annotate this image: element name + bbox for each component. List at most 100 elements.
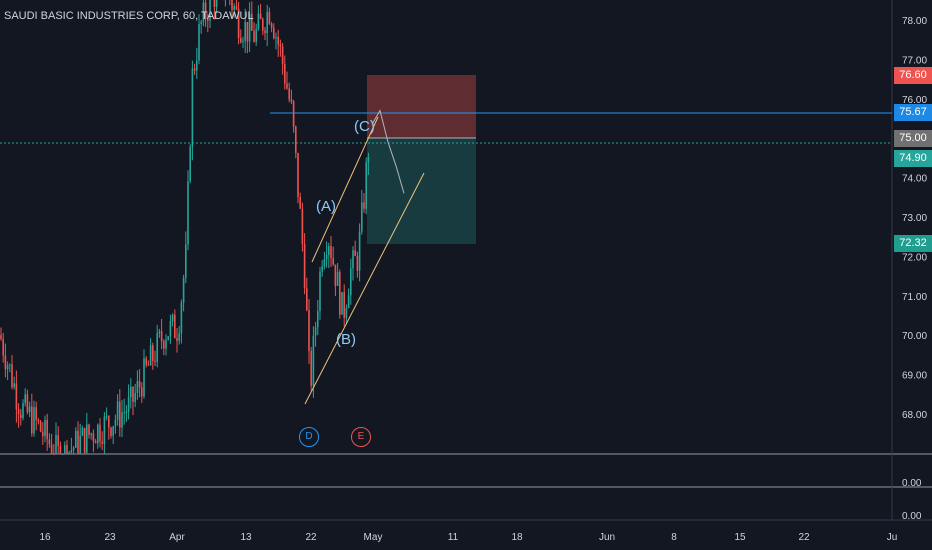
price-tick-label: 78.00: [902, 16, 927, 27]
candle-body: [193, 68, 196, 71]
candle-body: [213, 0, 216, 7]
candle-body: [178, 333, 180, 341]
candle-body: [42, 431, 44, 437]
wave-label-a[interactable]: (A): [316, 198, 336, 215]
candle-body: [154, 360, 156, 362]
candle-body: [233, 6, 235, 10]
candle-body: [319, 271, 321, 312]
candle-body: [70, 449, 73, 453]
candle-body: [90, 433, 92, 435]
candle-body: [323, 259, 326, 267]
candle-body: [17, 409, 20, 415]
time-tick-label: 22: [798, 532, 810, 543]
candle-body: [240, 37, 242, 43]
candle-body: [134, 392, 136, 402]
candle-body: [292, 101, 295, 127]
candle-body: [2, 339, 4, 356]
candle-body: [103, 416, 106, 444]
target-price-tag: 72.32: [894, 235, 932, 252]
candle-body: [123, 412, 125, 414]
candle-body: [99, 424, 101, 442]
candle-body: [11, 364, 13, 388]
candle-body: [26, 394, 29, 413]
candle-body: [22, 403, 24, 418]
candle-body: [352, 250, 354, 269]
candle-body: [53, 454, 55, 455]
candle-body: [244, 21, 246, 41]
candle-body: [152, 345, 154, 361]
candle-body: [169, 321, 172, 337]
candle-body: [259, 13, 262, 20]
marker-d[interactable]: D: [299, 427, 319, 447]
candle-body: [68, 452, 70, 454]
candle-body: [251, 13, 253, 31]
wave-label-b[interactable]: (B): [336, 331, 356, 348]
candle-body: [136, 381, 139, 393]
candle-body: [75, 430, 77, 448]
candle-body: [171, 314, 174, 322]
wave-label-c[interactable]: (C): [354, 118, 375, 135]
candle-body: [290, 99, 293, 102]
channel-upper-line[interactable]: [311, 116, 379, 263]
candle-body: [200, 21, 202, 24]
candle-body: [361, 202, 363, 232]
price-tick-label: 71.00: [902, 292, 927, 303]
time-tick-label: Ju: [887, 532, 898, 543]
time-axis[interactable]: 16 23 Apr 13 22 May 11 18 Jun 8 15 22 Ju: [39, 532, 897, 543]
candle-body: [88, 424, 90, 435]
candle-body: [312, 335, 315, 386]
candle-body: [345, 307, 348, 318]
candle-body: [262, 19, 264, 31]
candle-body: [314, 327, 317, 336]
candle-body: [24, 394, 26, 404]
candle-body: [33, 407, 35, 434]
channel-lower-line[interactable]: [304, 172, 425, 405]
candle-body: [121, 412, 123, 428]
candle-body: [165, 339, 167, 349]
candle-body: [275, 36, 277, 39]
current-price-tag: 75.00: [894, 130, 932, 147]
symbol-title: SAUDI BASIC INDUSTRIES CORP, 60, TADAWUL: [4, 10, 254, 22]
candle-body: [207, 19, 209, 21]
time-tick-label: 15: [734, 532, 746, 543]
candle-body: [86, 424, 88, 453]
candle-body: [187, 181, 189, 245]
candle-body: [334, 264, 337, 286]
marker-e[interactable]: E: [351, 427, 371, 447]
last-price-tag: 74.90: [894, 150, 932, 167]
candle-body: [46, 419, 48, 440]
candle-body: [356, 256, 359, 271]
candle-body: [77, 430, 79, 454]
candle-body: [257, 13, 260, 29]
position-stop-zone[interactable]: [367, 75, 476, 138]
candle-body: [119, 401, 121, 428]
candle-body: [303, 244, 306, 289]
candle-body: [215, 0, 218, 7]
price-tick-label: 73.00: [902, 213, 927, 224]
candle-body: [268, 12, 271, 24]
candle-body: [253, 30, 255, 42]
candle-body: [185, 244, 187, 278]
candle-body: [116, 401, 119, 420]
candle-body: [39, 421, 42, 432]
candle-body: [248, 13, 251, 42]
candle-body: [15, 383, 18, 410]
candle-body: [202, 2, 205, 22]
time-tick-label: May: [364, 532, 383, 543]
candle-body: [145, 358, 147, 365]
candle-body: [317, 311, 319, 328]
price-tick-label: 74.00: [902, 174, 927, 185]
candle-body: [182, 277, 185, 303]
time-tick-label: 22: [305, 532, 317, 543]
candle-body: [44, 419, 46, 437]
candle-body: [158, 331, 161, 334]
candle-body: [105, 416, 108, 418]
position-target-zone[interactable]: [367, 138, 476, 244]
time-tick-label: Jun: [599, 532, 615, 543]
candle-body: [277, 36, 279, 45]
projection-path[interactable]: [371, 109, 405, 194]
candle-body: [125, 411, 128, 413]
candle-body: [66, 445, 68, 454]
